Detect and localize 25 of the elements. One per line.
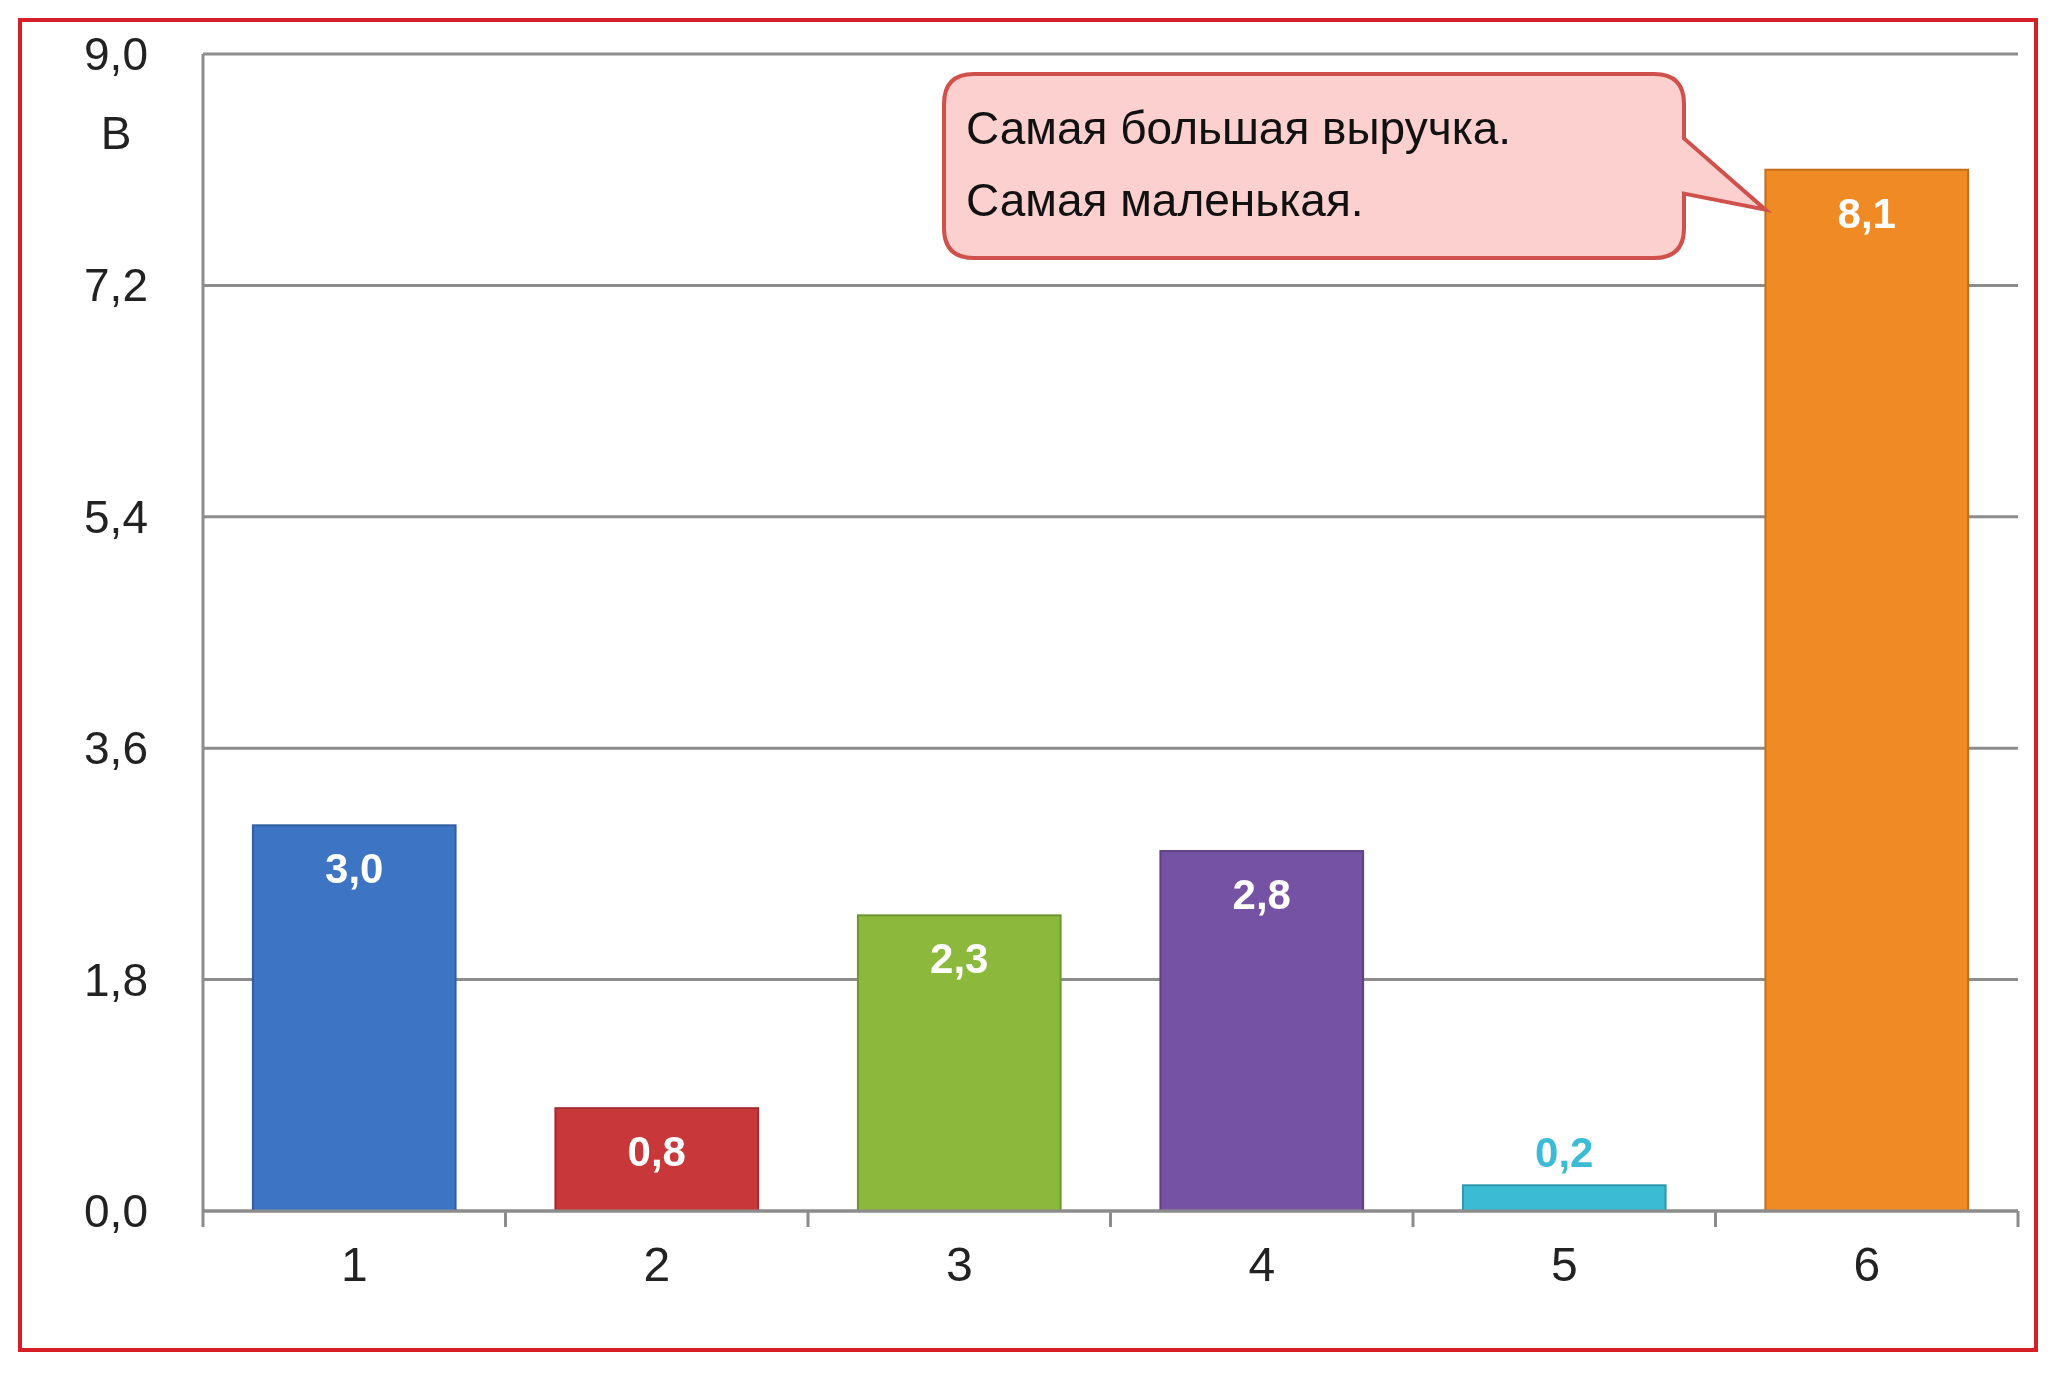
data-label: 0,8 xyxy=(627,1128,686,1176)
y-axis-title: В xyxy=(100,107,132,159)
bar xyxy=(251,824,457,1212)
x-tick-label: 6 xyxy=(1853,1238,1881,1291)
y-tick-label: 0,0 xyxy=(84,1185,148,1237)
x-tick-label: 4 xyxy=(1248,1238,1276,1291)
data-label: 0,2 xyxy=(1535,1129,1594,1177)
bar xyxy=(1159,850,1365,1212)
x-tick-label: 5 xyxy=(1550,1238,1578,1291)
data-label: 2,8 xyxy=(1232,871,1291,919)
y-tick-label: 7,2 xyxy=(84,259,148,312)
y-tick-label: 9,0 xyxy=(84,28,148,80)
x-tick-label: 3 xyxy=(945,1238,973,1291)
y-tick-label: 1,8 xyxy=(84,953,148,1006)
y-tick-label: 3,6 xyxy=(84,722,148,775)
bar xyxy=(856,914,1062,1212)
bar xyxy=(1461,1184,1667,1212)
x-tick-label: 2 xyxy=(643,1238,671,1291)
x-tick-label: 1 xyxy=(340,1238,368,1291)
y-tick-label: 5,4 xyxy=(84,490,148,543)
bar xyxy=(554,1107,760,1212)
data-label: 2,3 xyxy=(930,935,989,983)
data-label: 3,0 xyxy=(325,845,384,893)
data-label: 8,1 xyxy=(1837,189,1896,237)
bar xyxy=(1764,168,1970,1212)
